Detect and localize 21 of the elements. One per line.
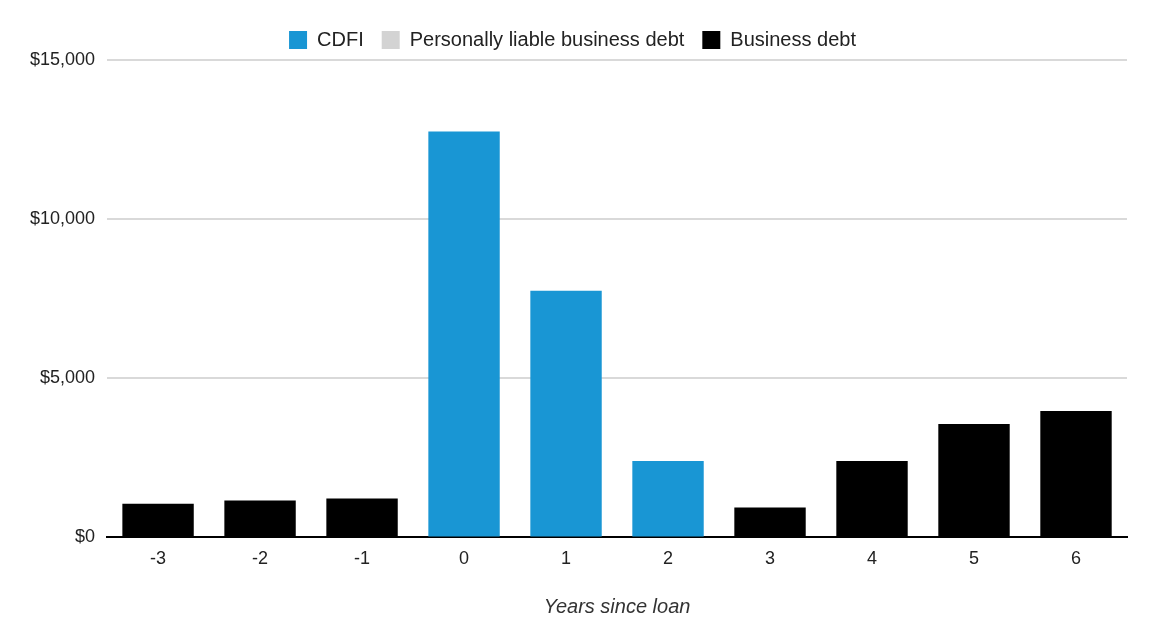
y-tick-label: $0 (75, 526, 96, 547)
x-tick-label: -3 (150, 548, 167, 569)
y-tick-label: $5,000 (40, 367, 96, 388)
y-tick-label: $15,000 (29, 48, 96, 69)
x-tick-label: 0 (459, 548, 470, 569)
x-axis-title: Years since loan (543, 594, 691, 617)
bar (428, 131, 500, 537)
x-tick-label: -1 (354, 548, 371, 569)
y-tick-label: $10,000 (29, 208, 96, 229)
x-tick-label: 1 (561, 548, 572, 569)
x-tick-label: 3 (765, 548, 776, 569)
x-tick-label: 5 (969, 548, 980, 569)
x-tick-label: 2 (663, 548, 674, 569)
legend-label: Business debt (730, 27, 857, 50)
legend-label: CDFI (317, 27, 364, 50)
x-tick-label: 4 (867, 548, 878, 569)
x-tick-label: 6 (1071, 548, 1082, 569)
x-tick-label: -2 (252, 548, 269, 569)
legend-label: Personally liable business debt (409, 27, 685, 50)
bar (632, 461, 704, 537)
bar (530, 290, 602, 537)
